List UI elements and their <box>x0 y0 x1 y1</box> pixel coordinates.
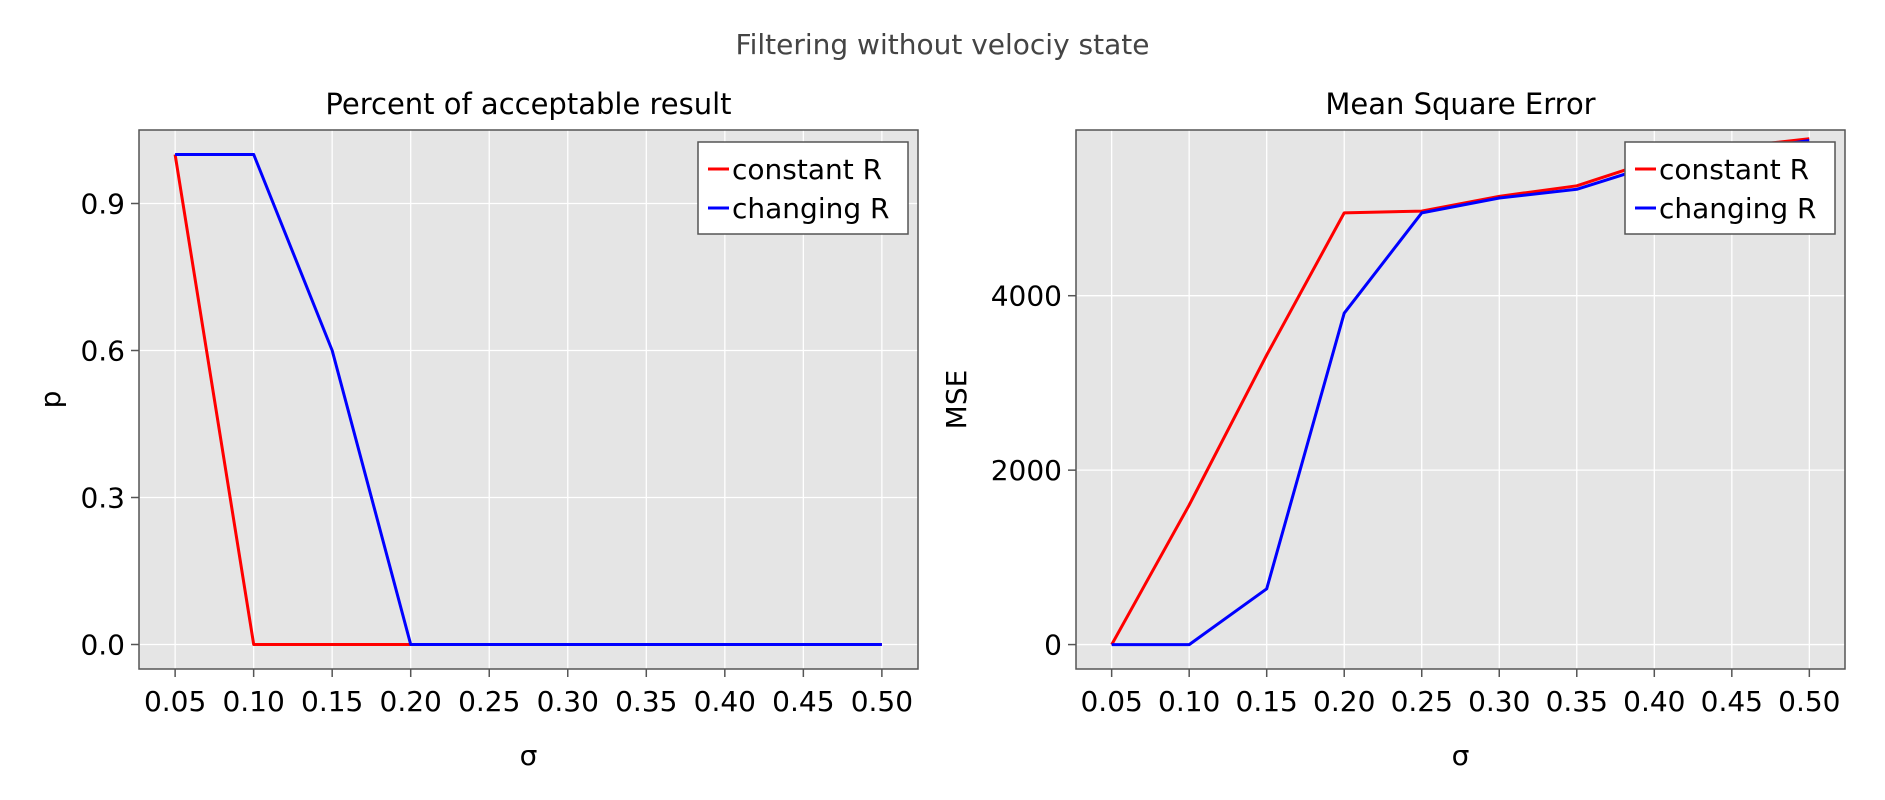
x-tick-label: 0.05 <box>144 685 206 718</box>
y-tick-label: 4000 <box>991 280 1062 313</box>
chart-1: 0.05 0.10 0.15 0.20 0.25 0.30 0.35 0.40 0.45 0.50… <box>34 87 919 772</box>
x-tick-label: 0.50 <box>851 685 913 718</box>
plot-area-frame <box>1075 129 1846 670</box>
y-tick-label: 0.0 <box>80 629 125 662</box>
legend: constant R changing R <box>697 141 909 235</box>
x-tick-label: 0.15 <box>301 685 363 718</box>
x-tick-label: 0.20 <box>380 685 442 718</box>
chart-2: 0.05 0.10 0.15 0.20 0.25 0.30 0.35 0.40 0.45 0.50… <box>940 87 1846 772</box>
y-tick-label: 2000 <box>991 454 1062 487</box>
x-axis-label: σ <box>1452 739 1470 772</box>
x-tick-label: 0.35 <box>615 685 677 718</box>
legend: constant R changing R <box>1624 141 1836 235</box>
y-axis-label: p <box>34 391 67 409</box>
legend-box <box>697 141 909 235</box>
legend-label: changing R <box>1659 192 1816 225</box>
chart-title: Percent of acceptable result <box>325 87 731 121</box>
y-tick-label: 0.3 <box>80 482 125 515</box>
x-tick-label: 0.20 <box>1313 685 1375 718</box>
legend-box <box>1624 141 1836 235</box>
legend-label: constant R <box>1659 153 1809 186</box>
legend-label: changing R <box>732 192 889 225</box>
legend-label: constant R <box>732 153 882 186</box>
x-tick-label: 0.35 <box>1546 685 1608 718</box>
x-tick-label: 0.30 <box>1468 685 1530 718</box>
figure-suptitle: Filtering without velociy state <box>735 28 1150 61</box>
x-tick-label: 0.10 <box>222 685 284 718</box>
x-tick-label: 0.45 <box>1701 685 1763 718</box>
x-tick-label: 0.45 <box>772 685 834 718</box>
x-tick-label: 0.50 <box>1778 685 1840 718</box>
y-tick-label: 0.9 <box>80 188 125 221</box>
x-tick-label: 0.25 <box>458 685 520 718</box>
series-line-changing-r <box>175 153 882 646</box>
x-tick-label: 0.05 <box>1080 685 1142 718</box>
x-tick-label: 0.40 <box>1623 685 1685 718</box>
x-tick-label: 0.15 <box>1236 685 1298 718</box>
y-tick-label: 0.6 <box>80 335 125 368</box>
x-tick-label: 0.25 <box>1391 685 1453 718</box>
y-axis-label: MSE <box>940 370 973 430</box>
plot-area-frame <box>138 129 919 670</box>
x-tick-label: 0.40 <box>694 685 756 718</box>
chart-title: Mean Square Error <box>1325 87 1595 121</box>
x-tick-label: 0.30 <box>537 685 599 718</box>
y-tick-label: 0 <box>1044 629 1062 662</box>
x-axis-label: σ <box>520 739 538 772</box>
x-tick-label: 0.10 <box>1158 685 1220 718</box>
